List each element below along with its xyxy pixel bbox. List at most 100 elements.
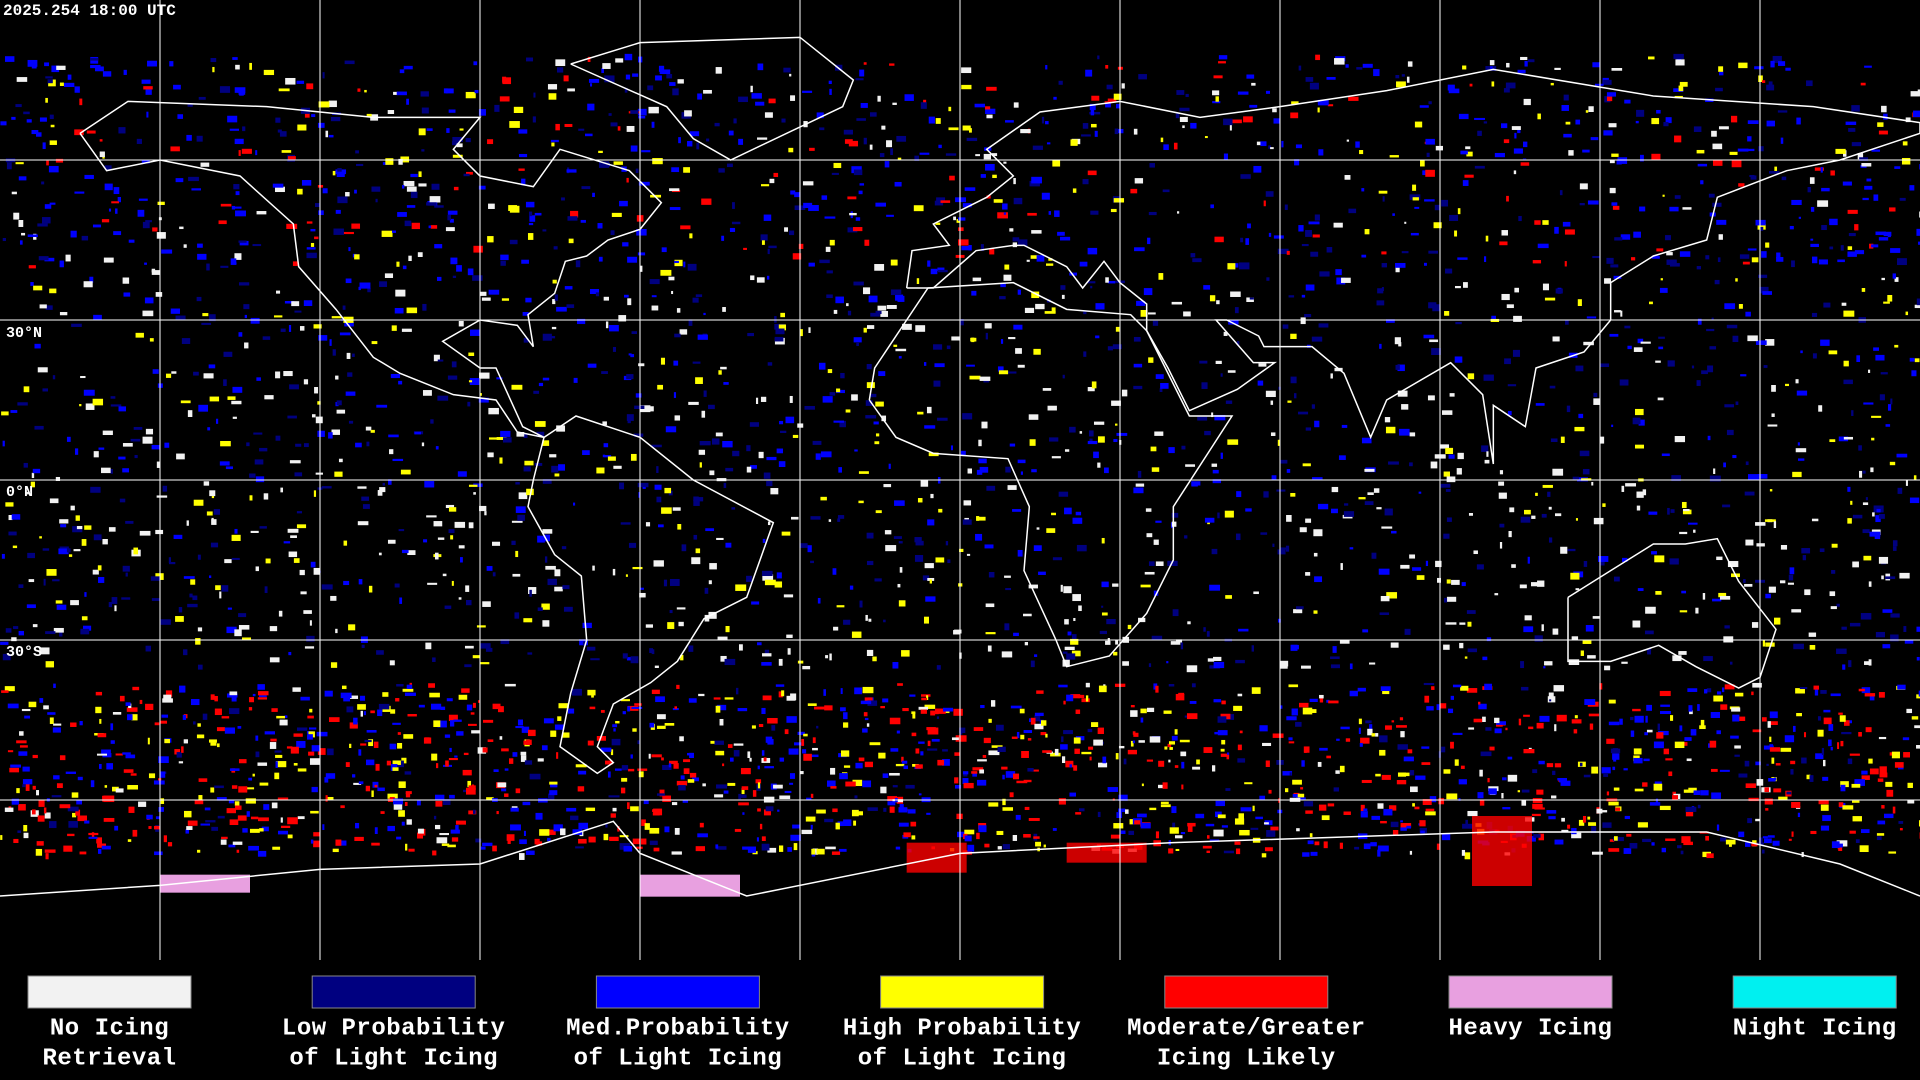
icing-speck [1421, 746, 1430, 749]
icing-speck [862, 287, 871, 295]
icing-speck [613, 728, 616, 732]
icing-speck [122, 277, 130, 284]
icing-speck [306, 635, 315, 642]
icing-speck [1132, 731, 1136, 735]
icing-speck [283, 371, 293, 377]
icing-speck [1180, 642, 1184, 650]
icing-speck [935, 222, 941, 225]
icing-speck [1559, 780, 1567, 783]
icing-speck [1308, 221, 1320, 225]
icing-speck [1823, 717, 1832, 725]
icing-speck [1767, 835, 1775, 838]
icing-speck [958, 227, 964, 232]
icing-speck [1894, 277, 1899, 282]
icing-speck [1379, 735, 1388, 743]
icing-speck [1030, 660, 1035, 668]
icing-speck [764, 112, 773, 118]
icing-speck [1196, 759, 1200, 765]
icing-speck [1149, 736, 1161, 743]
icing-speck [674, 260, 679, 264]
icing-speck [697, 93, 702, 100]
icing-speck [1027, 738, 1032, 741]
icing-speck [723, 382, 729, 385]
icing-speck [1035, 303, 1045, 310]
icing-speck [1090, 210, 1099, 215]
icing-speck [558, 703, 569, 709]
icing-speck [1467, 373, 1475, 380]
icing-speck [1153, 683, 1158, 690]
icing-speck [404, 771, 412, 775]
icing-speck [937, 759, 945, 766]
icing-speck [1099, 630, 1107, 635]
icing-speck [699, 822, 704, 828]
icing-speck [1865, 727, 1872, 733]
icing-speck [1251, 645, 1254, 652]
icing-speck [146, 111, 149, 118]
icing-speck [1700, 719, 1705, 727]
icing-speck [979, 376, 991, 381]
icing-speck [776, 572, 782, 579]
icing-speck [711, 438, 720, 445]
icing-speck [1388, 461, 1399, 465]
icing-speck [788, 147, 794, 153]
icing-speck [1810, 206, 1815, 212]
icing-speck [392, 722, 401, 725]
icing-speck [1466, 610, 1476, 614]
icing-speck [1843, 360, 1849, 367]
icing-speck [1878, 556, 1889, 564]
icing-speck [271, 708, 278, 712]
icing-speck [387, 793, 398, 799]
icing-speck [1478, 703, 1487, 710]
icing-speck [1091, 722, 1099, 727]
icing-speck [34, 343, 41, 349]
icing-speck [480, 662, 490, 665]
icing-speck [1531, 813, 1541, 817]
icing-speck [875, 433, 880, 437]
icing-speck [8, 531, 17, 536]
icing-speck [1679, 251, 1691, 257]
icing-speck [1601, 767, 1611, 774]
icing-speck [23, 386, 30, 393]
icing-speck [587, 363, 597, 368]
icing-speck [1842, 664, 1846, 670]
icing-speck [487, 452, 494, 458]
icing-speck [853, 281, 864, 286]
icing-speck [567, 88, 575, 92]
icing-speck [49, 288, 57, 294]
icing-speck [1319, 747, 1328, 751]
icing-speck [404, 220, 412, 227]
icing-speck [1040, 720, 1047, 726]
icing-speck [1501, 793, 1504, 799]
icing-speck [990, 700, 996, 707]
icing-speck [313, 490, 317, 497]
icing-speck [1634, 715, 1644, 723]
icing-speck [1757, 474, 1768, 479]
icing-speck [430, 419, 434, 424]
icing-speck [406, 819, 412, 825]
legend-label: of Light Icing [574, 1045, 783, 1072]
icing-speck [257, 691, 269, 696]
icing-speck [612, 807, 617, 812]
icing-speck [790, 693, 797, 701]
icing-speck [1005, 588, 1012, 591]
icing-speck [1665, 758, 1673, 761]
icing-speck [1107, 346, 1113, 351]
icing-speck [1542, 283, 1549, 291]
icing-speck [117, 196, 122, 203]
icing-speck [669, 207, 681, 211]
icing-speck [1218, 55, 1228, 60]
icing-speck [70, 600, 79, 606]
icing-speck [1647, 648, 1652, 655]
icing-speck [828, 80, 832, 85]
icing-speck [221, 585, 229, 592]
icing-speck [780, 430, 787, 434]
icing-speck [1377, 803, 1384, 809]
icing-speck [843, 819, 852, 826]
icing-speck [1909, 357, 1915, 362]
icing-speck [1151, 635, 1163, 641]
icing-speck [761, 662, 772, 666]
icing-speck [1842, 805, 1854, 810]
icing-speck [1098, 762, 1108, 768]
icing-speck [852, 779, 863, 787]
icing-speck [441, 843, 450, 846]
